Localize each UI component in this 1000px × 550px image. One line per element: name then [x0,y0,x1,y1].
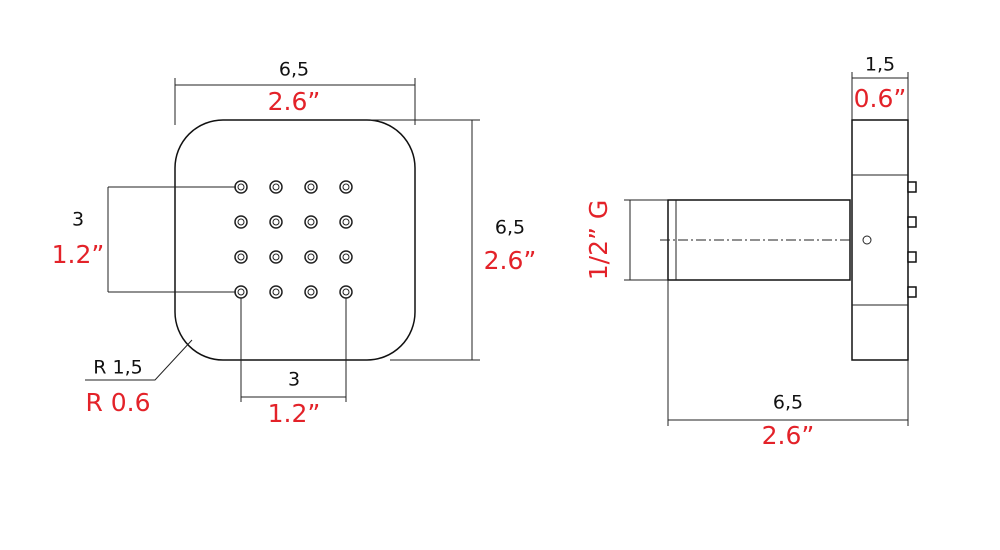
nozzle [304,250,318,264]
dimension-line [240,298,347,402]
flange [851,119,909,361]
side-view: 1,5 0.6” 1/2” G 6,5 2.6” [584,54,917,450]
screw [862,235,872,245]
dim-imperial: 1.2” [268,399,321,428]
nozzle [342,288,350,296]
dimension-line [667,280,909,426]
nozzle [269,250,283,264]
dim-metric: 1,5 [865,54,895,76]
dim-imperial: 1.2” [52,240,105,269]
nozzle [234,250,248,264]
dim-metric: 6,5 [495,217,525,239]
dim-imperial: 2.6” [484,246,537,275]
nozzle [237,218,245,226]
nozzle [269,285,283,299]
nozzle [342,218,350,226]
dim-imperial: R 0.6 [85,388,150,417]
nozzle [237,253,245,261]
nozzle [272,183,280,191]
flange-edge [852,174,908,306]
front-view: 6,5 2.6” 6,5 2.6” 3 1.2” 3 1.2” R 1,5 R … [52,59,537,429]
dim-metric: 6,5 [773,392,803,414]
dim-imperial: 2.6” [268,87,321,116]
dim-metric: 3 [72,209,84,231]
nozzle [342,183,350,191]
nozzle [272,218,280,226]
thread-label: 1/2” G [584,200,613,281]
dimension-line [624,199,668,281]
nozzle [342,253,350,261]
nozzle [339,215,353,229]
nozzle [304,180,318,194]
nozzle [339,180,353,194]
nozzle [234,215,248,229]
dimension-line [851,72,909,120]
nozzle [272,253,280,261]
nozzle [237,288,245,296]
dim-imperial: 0.6” [854,84,907,113]
nozzle [237,183,245,191]
nozzle [304,285,318,299]
dimension-line [390,119,480,361]
nub [907,181,917,193]
dim-metric: 3 [288,369,300,391]
nozzle [304,215,318,229]
nozzle [272,288,280,296]
dim-metric: R 1,5 [93,357,142,379]
nozzle [307,183,315,191]
nozzle [307,253,315,261]
nub [907,286,917,298]
nozzle [307,218,315,226]
nub [907,251,917,263]
nub [907,216,917,228]
faceplate [174,119,416,361]
nubs [907,181,917,298]
leader-line [85,339,193,381]
nozzle [269,215,283,229]
nozzle [339,250,353,264]
dim-metric: 6,5 [279,59,309,81]
nozzle [307,288,315,296]
nozzles [234,180,353,299]
dimension-line [107,186,236,293]
dim-imperial: 2.6” [762,421,815,450]
dimension-line [174,78,416,125]
nozzle [269,180,283,194]
